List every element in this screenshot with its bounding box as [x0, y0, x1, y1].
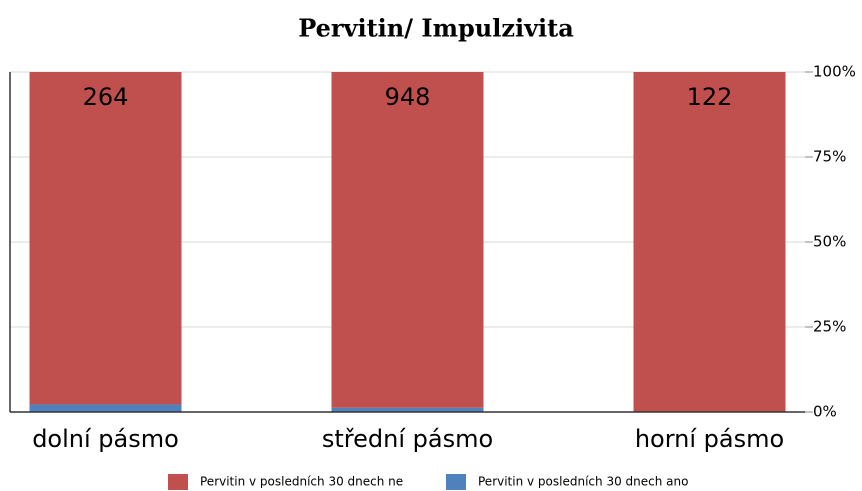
y-tick-label: 25% [813, 318, 846, 336]
legend-swatch [446, 474, 466, 490]
bar [29, 404, 182, 412]
legend-label: Pervitin v posledních 30 dnech ne [200, 475, 403, 489]
legend-label: Pervitin v posledních 30 dnech ano [478, 475, 688, 489]
y-tick-label: 75% [813, 148, 846, 166]
y-tick-label: 0% [813, 403, 837, 421]
x-tick-label: horní pásmo [635, 425, 784, 453]
chart-title: Pervitin/ Impulzivita [298, 14, 574, 43]
data-label: 264 [83, 83, 129, 111]
legend-swatch [168, 474, 188, 490]
bar [331, 72, 484, 408]
x-tick-label: dolní pásmo [32, 425, 179, 453]
bar [633, 72, 786, 412]
data-label: 948 [385, 83, 431, 111]
bar [331, 407, 484, 412]
y-tick-label: 50% [813, 233, 846, 251]
x-tick-label: střední pásmo [322, 425, 493, 453]
bar [29, 72, 182, 405]
data-label: 122 [687, 83, 733, 111]
y-tick-label: 100% [813, 63, 856, 81]
